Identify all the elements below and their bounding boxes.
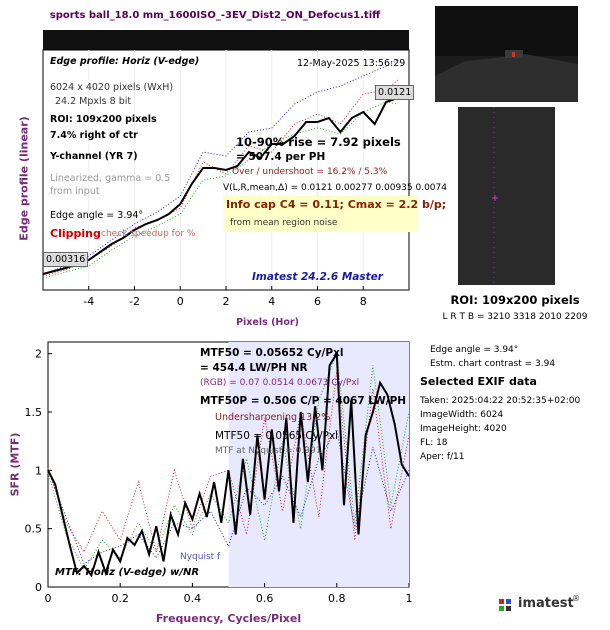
roi-title: ROI: 109x200 pixels — [450, 293, 580, 307]
mtf-ytick-label: 1.5 — [25, 406, 43, 419]
mtf-xtick-label: 1 — [406, 592, 413, 605]
mtf-xtick-label: 0.2 — [111, 592, 129, 605]
low-value: 0.00316 — [43, 252, 89, 267]
linearized-source: from input — [50, 186, 100, 197]
edge-image-strip — [43, 30, 409, 50]
edge-angle: Edge angle = 3.94° — [50, 210, 144, 221]
mtf-xtick-label: 0.8 — [328, 592, 346, 605]
info-cap-box — [223, 196, 417, 232]
mtf-ytick-label: 2 — [35, 348, 42, 361]
mtf-ytick-label: 1 — [35, 464, 42, 477]
mtf-xlabel: Frequency, Cycles/Pixel — [155, 612, 302, 625]
edge-xlabel: Pixels (Hor) — [236, 317, 299, 328]
per-ph-text: = 507.4 per PH — [236, 151, 326, 163]
clipping-note: check speedup for % — [101, 229, 196, 239]
image-size: 6024 x 4020 pixels (WxH) — [50, 82, 174, 93]
edge-date: 12-May-2025 13:56:29 — [297, 58, 406, 69]
exif-taken: Taken: 2025:04:22 20:52:35+02:00 — [420, 396, 581, 406]
linearized-text: Linearized, gamma = 0.5 — [50, 173, 171, 184]
channel: Y-channel (YR 7) — [50, 151, 138, 162]
mtf-ytick-label: 0.5 — [25, 523, 43, 536]
edge-title: Edge profile: Horiz (V-edge) — [50, 56, 200, 67]
mtf-xtick-label: 0.4 — [184, 592, 202, 605]
high-value: 0.0121 — [375, 85, 415, 100]
edge-xtick-label: 6 — [314, 295, 321, 308]
mtf50-text: MTF50 = 0.05652 Cy/Pxl — [200, 347, 344, 359]
exif-width: ImageWidth: 6024 — [420, 410, 504, 420]
info-cap-text: Info cap C4 = 0.11; Cmax = 2.2 b/p; — [226, 198, 447, 211]
mtf-chart: 0 0.2 0.4 0.6 0.8 1 0 0.5 1 1.5 2 — [25, 341, 413, 605]
edge-xtick-label: -2 — [129, 295, 140, 308]
exif-height: ImageHeight: 4020 — [420, 424, 507, 434]
vlr-text: V(L,R,mean,Δ) = 0.0121 0.00277 0.00935 0… — [223, 183, 447, 193]
nyquist-region — [228, 342, 409, 587]
thumbnail-image — [435, 6, 578, 102]
right-edge-angle: Edge angle = 3.94° — [430, 345, 519, 355]
imatest-logo: imatest — [518, 596, 574, 611]
rgb-text: (RGB) = 0.07 0.0514 0.0673 Cy/Pxl — [200, 378, 360, 388]
lwph-text: = 454.4 LW/PH NR — [200, 362, 308, 374]
exif-fl: FL: 18 — [420, 438, 448, 448]
edge-y-channel-curve — [42, 97, 398, 275]
exif-header: Selected EXIF data — [420, 375, 537, 388]
roi-position: 7.4% right of ctr — [50, 130, 138, 141]
edge-red-channel-curve — [42, 79, 398, 277]
version-text: Imatest 24.2.6 Master — [252, 271, 383, 283]
roi-image — [458, 107, 555, 285]
mtf-y-channel-curve — [47, 350, 410, 578]
imatest-logo-icon — [499, 599, 511, 611]
exif-aperture: Aper: f/11 — [420, 452, 465, 462]
mtf-footer: MTF: Horiz (V-edge) w/NR — [55, 567, 200, 578]
mtf-xtick-label: 0.6 — [256, 592, 274, 605]
mtf50p-text: MTF50P = 0.506 C/P = 4067 LW/PH — [200, 395, 407, 407]
edge-profile-chart: -4 -2 0 2 4 6 8 — [42, 30, 410, 308]
clipping-label: Clipping — [50, 227, 101, 240]
mtf-ylabel: SFR (MTF) — [8, 432, 22, 497]
undersharpening-text: Undersharpening 13.2% — [215, 412, 331, 423]
mtf-ytick-label: 0 — [35, 581, 42, 594]
nyquist-label: Nyquist f — [180, 552, 221, 562]
edge-xtick-label: -4 — [83, 295, 94, 308]
chart-contrast: Estm. chart contrast = 3.94 — [430, 359, 556, 369]
edge-xtick-label: 4 — [268, 295, 275, 308]
noise-note: from mean region noise — [230, 218, 338, 228]
edge-xtick-label: 2 — [223, 295, 230, 308]
rise-text: 10-90% rise = 7.92 pixels — [236, 135, 401, 149]
edge-xtick-label: 0 — [177, 295, 184, 308]
mtf-blue-channel-curve — [47, 428, 410, 565]
roi-size: ROI: 109x200 pixels — [50, 114, 157, 125]
mtf-xtick-label: 0 — [45, 592, 52, 605]
logo-mark: ® — [572, 594, 580, 603]
nyquist-mtf-text: MTF at Nyquist = 0.991 — [215, 446, 322, 456]
edge-blue-channel-curve — [42, 59, 398, 275]
roi-coords: L R T B = 3210 3318 2010 2209 — [442, 312, 588, 322]
window-title: sports ball_18.0 mm_1600ISO_-3EV_Dist2_O… — [49, 10, 381, 21]
mtf50-2-text: MTF50 = 0.0565 Cy/Pxl — [215, 430, 338, 442]
mpxls: 24.2 Mpxls 8 bit — [55, 96, 132, 107]
edge-xtick-label: 8 — [360, 295, 367, 308]
overshoot-text: Over / undershoot = 16.2% / 5.3% — [232, 167, 388, 177]
